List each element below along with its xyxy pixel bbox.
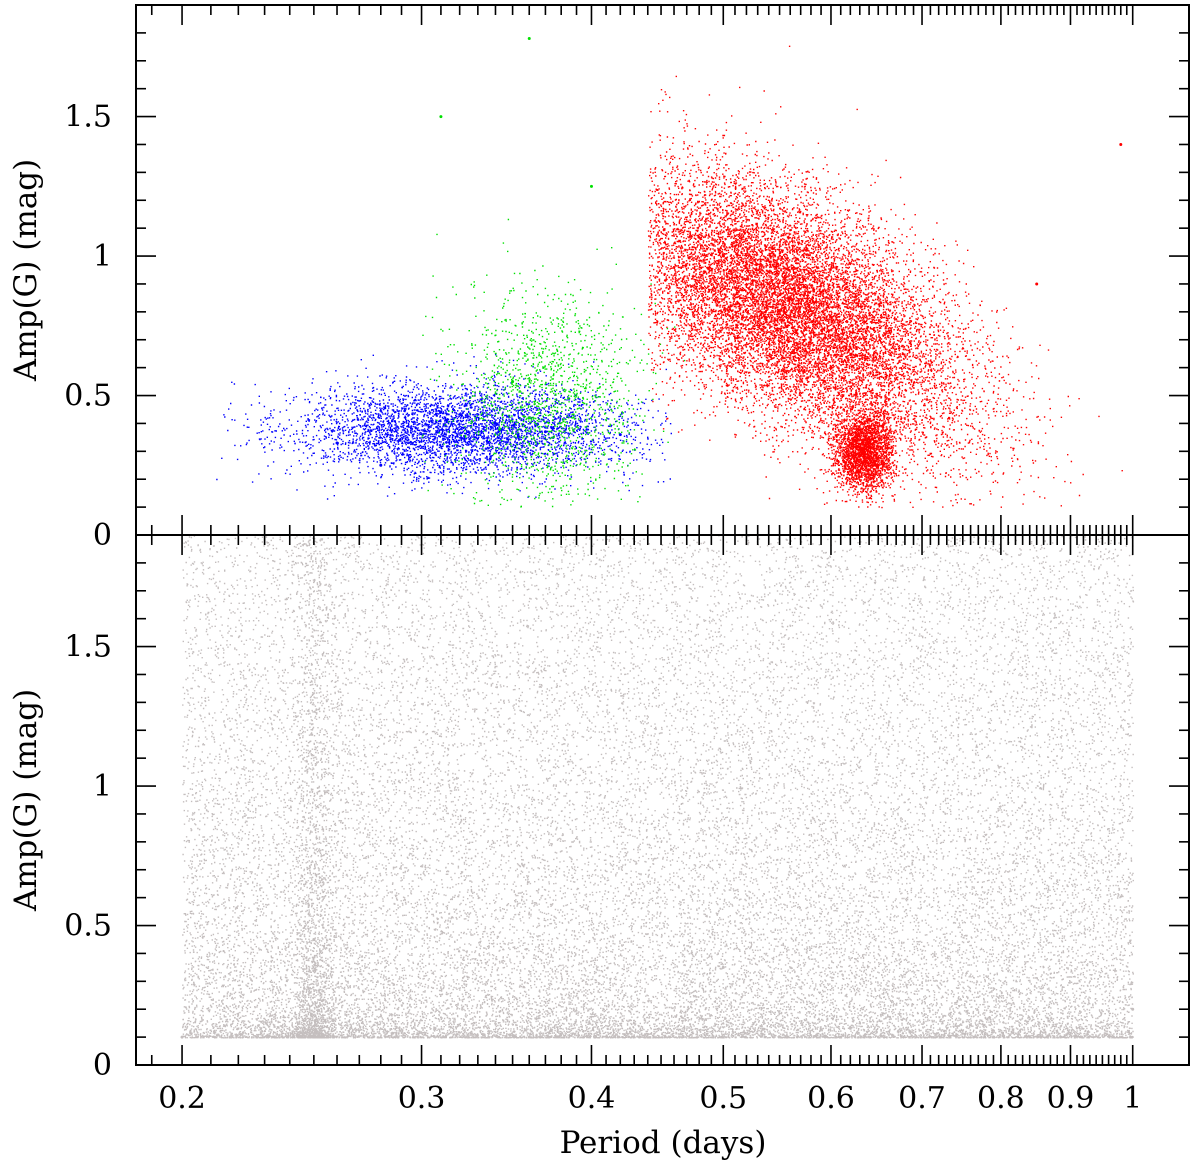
top-red-point xyxy=(1119,142,1123,146)
top-green-point xyxy=(511,380,515,384)
bottom-gray-point xyxy=(721,965,725,969)
x-tick-label: 0.3 xyxy=(398,1081,446,1116)
top-panel-points xyxy=(216,36,1123,509)
x-tick-labels: 0.2 0.3 0.4 0.5 0.6 0.7 0.8 0.9 1 xyxy=(158,1081,1142,1116)
x-axis-label: Period (days) xyxy=(560,1125,767,1161)
y-tick-label: 0.5 xyxy=(64,379,112,414)
bottom-gray-point xyxy=(312,937,316,941)
top-red-point-cloud xyxy=(647,45,1123,509)
top-panel-ticks xyxy=(136,4,1190,536)
x-tick-label: 0.7 xyxy=(898,1081,946,1116)
bottom-panel-frame xyxy=(135,534,1190,1066)
y-tick-label: 1 xyxy=(93,239,112,274)
y-tick-label: 1 xyxy=(93,769,112,804)
top-red-point xyxy=(1035,282,1039,286)
bottom-panel-points xyxy=(180,535,1135,1039)
bottom-gray-point-cloud xyxy=(182,535,1135,1039)
top-blue-point xyxy=(439,410,443,414)
bottom-gray-point xyxy=(180,1035,184,1039)
top-blue-point-cloud xyxy=(216,354,672,500)
y-tick-label: 0.5 xyxy=(64,909,112,944)
y-tick-label: 0 xyxy=(93,1048,112,1083)
top-blue-point xyxy=(379,463,383,467)
top-blue-point xyxy=(618,433,622,437)
top-green-point-cloud xyxy=(421,218,686,508)
top-panel-y-axis-label: Amp(G) (mag) xyxy=(8,159,44,382)
top-green-point xyxy=(439,115,443,119)
top-panel-frame xyxy=(135,4,1190,536)
top-red-point-cloud xyxy=(814,392,898,508)
top-blue-point xyxy=(493,421,497,425)
bottom-gray-point xyxy=(1131,1007,1135,1011)
x-tick-label: 0.5 xyxy=(699,1081,747,1116)
bottom-gray-point-cloud xyxy=(274,536,360,1039)
top-panel-y-tick-labels: 0 0.5 1 1.5 xyxy=(64,100,112,553)
top-green-point xyxy=(527,36,531,40)
x-tick-label: 0.6 xyxy=(807,1081,855,1116)
top-blue-point xyxy=(335,441,339,445)
x-tick-label: 0.2 xyxy=(158,1081,206,1116)
y-tick-label: 1.5 xyxy=(64,100,112,135)
top-green-point xyxy=(527,416,531,420)
x-tick-label: 0.4 xyxy=(568,1081,616,1116)
top-red-point xyxy=(876,463,880,467)
bottom-panel-y-tick-labels: 0 0.5 1 1.5 xyxy=(64,630,112,1083)
top-red-point xyxy=(829,366,833,370)
x-tick-label: 0.9 xyxy=(1047,1081,1095,1116)
y-tick-label: 0 xyxy=(93,518,112,553)
top-blue-point xyxy=(543,430,547,434)
y-tick-label: 1.5 xyxy=(64,630,112,665)
top-green-point xyxy=(589,184,593,188)
bottom-panel-y-axis-label: Amp(G) (mag) xyxy=(8,689,44,912)
x-tick-label: 1 xyxy=(1123,1081,1142,1116)
top-red-point xyxy=(788,296,792,300)
top-red-point xyxy=(721,254,725,258)
x-tick-label: 0.8 xyxy=(977,1081,1025,1116)
